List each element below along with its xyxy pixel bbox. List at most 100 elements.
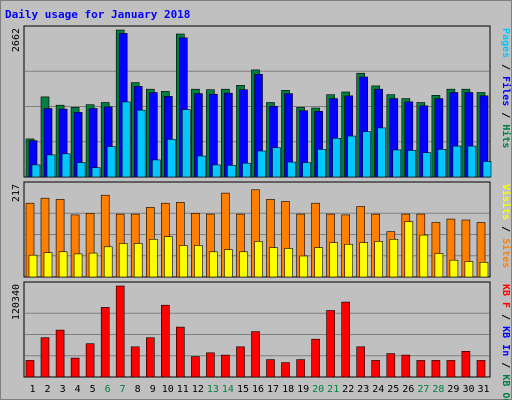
- day-label-20: 20: [312, 384, 324, 395]
- day-label-16: 16: [252, 384, 264, 395]
- panel-visits-legend: Visits / Sites: [500, 184, 512, 268]
- bar-kbytes-kb-f-day-18: [281, 362, 290, 378]
- day-label-13: 13: [207, 384, 219, 395]
- day-label-29: 29: [447, 384, 459, 395]
- day-label-11: 11: [177, 384, 189, 395]
- bar-kbytes-kb-f-day-28: [431, 360, 441, 378]
- bar-kbytes-kb-f-day-6: [100, 307, 110, 378]
- day-label-22: 22: [342, 384, 354, 395]
- panel-kbytes-max-label: 120340: [11, 284, 22, 320]
- bar-hits-pages-day-31: [482, 161, 492, 178]
- bar-hits-pages-day-12: [197, 155, 206, 178]
- bar-hits-pages-day-28: [437, 149, 447, 178]
- day-label-12: 12: [192, 384, 204, 395]
- bar-kbytes-kb-f-day-29: [446, 360, 456, 378]
- bar-hits-pages-day-2: [46, 154, 56, 178]
- panel-visits-max-label: 217: [11, 184, 22, 202]
- series-pages: [31, 101, 492, 178]
- bar-visits-visits-day-24: [374, 241, 384, 278]
- bar-hits-files-day-13: [209, 93, 218, 178]
- bar-visits-visits-day-16: [254, 241, 263, 278]
- bar-hits-pages-day-23: [362, 131, 372, 178]
- bar-visits-visits-day-19: [299, 255, 308, 278]
- day-label-3: 3: [60, 384, 66, 395]
- bar-kbytes-kb-f-day-11: [176, 326, 185, 378]
- bar-visits-visits-day-9: [149, 239, 158, 278]
- bar-kbytes-kb-f-day-13: [206, 352, 215, 378]
- bar-visits-visits-day-21: [329, 242, 338, 278]
- bar-visits-visits-day-25: [389, 239, 399, 278]
- bar-kbytes-kb-f-day-23: [356, 346, 366, 378]
- bar-visits-visits-day-27: [419, 234, 429, 278]
- bar-visits-visits-day-26: [404, 221, 414, 278]
- bar-kbytes-kb-f-day-24: [371, 360, 381, 378]
- bar-kbytes-kb-f-day-12: [191, 356, 200, 378]
- day-label-10: 10: [162, 384, 174, 395]
- bar-visits-visits-day-22: [344, 244, 354, 278]
- chart-title: Daily usage for January 2018: [5, 8, 190, 21]
- day-label-30: 30: [462, 384, 474, 395]
- bar-hits-pages-day-24: [377, 127, 387, 178]
- bar-hits-pages-day-21: [332, 138, 341, 178]
- bar-hits-files-day-14: [224, 92, 233, 178]
- bar-visits-visits-day-17: [269, 247, 278, 278]
- day-label-14: 14: [222, 384, 234, 395]
- bar-kbytes-kb-f-day-7: [115, 285, 125, 378]
- bar-hits-pages-day-25: [392, 149, 402, 178]
- bar-visits-visits-day-4: [73, 253, 83, 278]
- bar-kbytes-kb-f-day-2: [40, 337, 50, 378]
- bar-kbytes-kb-f-day-8: [130, 346, 140, 378]
- bar-visits-visits-day-29: [449, 259, 459, 278]
- day-label-18: 18: [282, 384, 294, 395]
- bar-kbytes-kb-f-day-17: [266, 359, 275, 378]
- series-visits: [28, 221, 489, 278]
- bar-kbytes-kb-f-day-19: [296, 359, 305, 378]
- day-label-19: 19: [297, 384, 309, 395]
- day-label-5: 5: [90, 384, 96, 395]
- day-label-9: 9: [150, 384, 156, 395]
- day-label-27: 27: [417, 384, 429, 395]
- bar-kbytes-kb-f-day-26: [401, 354, 411, 378]
- bar-kbytes-kb-f-day-15: [236, 346, 245, 378]
- bar-hits-pages-day-6: [106, 146, 116, 178]
- bar-kbytes-kb-f-day-14: [221, 354, 230, 378]
- bar-kbytes-kb-f-day-20: [311, 338, 320, 378]
- bar-kbytes-kb-f-day-4: [70, 357, 80, 378]
- bar-kbytes-kb-f-day-22: [341, 301, 351, 378]
- bar-visits-visits-day-18: [284, 248, 293, 278]
- bar-hits-pages-day-4: [76, 162, 86, 178]
- series-kb-f: [25, 285, 486, 378]
- day-label-4: 4: [75, 384, 81, 395]
- bar-kbytes-kb-f-day-9: [146, 337, 155, 378]
- bar-visits-visits-day-23: [359, 242, 369, 278]
- day-label-23: 23: [357, 384, 369, 395]
- day-label-17: 17: [267, 384, 279, 395]
- bar-hits-pages-day-18: [287, 161, 296, 178]
- bar-visits-visits-day-5: [88, 252, 98, 278]
- bar-hits-pages-day-5: [91, 167, 101, 178]
- bar-hits-pages-day-9: [152, 159, 161, 178]
- bar-visits-visits-day-13: [209, 251, 218, 278]
- day-label-8: 8: [135, 384, 141, 395]
- bar-visits-visits-day-28: [434, 253, 444, 278]
- x-axis-labels: 1 2 3 4 5 6 7 8 9 10 11 12 13 14 15 16 17 18 19 20 21 22 23 24 2…: [29, 384, 489, 395]
- panel-hits-max-label: 2662: [11, 28, 22, 52]
- bar-hits-pages-day-30: [467, 145, 477, 178]
- day-label-26: 26: [402, 384, 414, 395]
- day-label-7: 7: [120, 384, 126, 395]
- bar-hits-pages-day-15: [242, 162, 251, 178]
- bar-visits-visits-day-8: [133, 243, 143, 278]
- bar-kbytes-kb-f-day-30: [461, 350, 471, 378]
- bar-visits-visits-day-6: [103, 246, 113, 278]
- day-label-6: 6: [105, 384, 111, 395]
- day-label-24: 24: [372, 384, 384, 395]
- bar-visits-visits-day-2: [43, 252, 53, 278]
- bar-kbytes-kb-f-day-31: [476, 360, 486, 378]
- bar-hits-pages-day-17: [272, 147, 281, 178]
- bar-visits-visits-day-1: [28, 254, 38, 278]
- bar-visits-visits-day-10: [164, 236, 173, 278]
- day-label-15: 15: [237, 384, 249, 395]
- bar-visits-visits-day-15: [239, 251, 248, 278]
